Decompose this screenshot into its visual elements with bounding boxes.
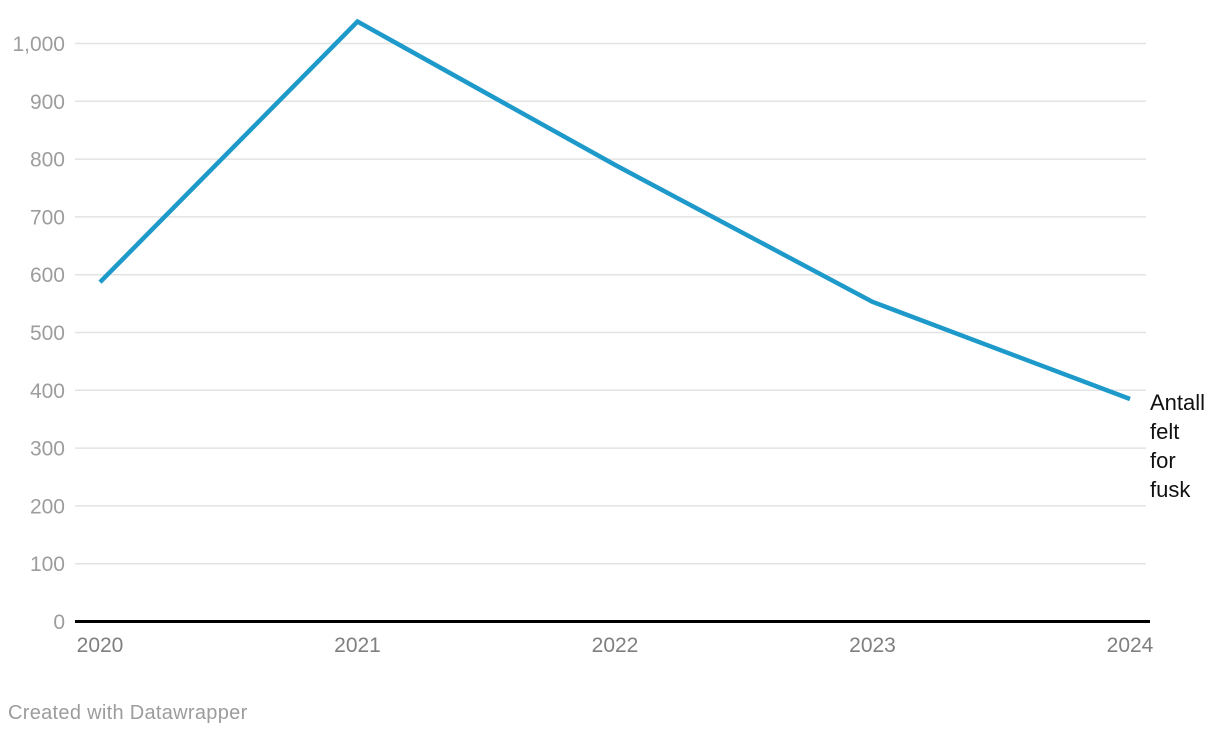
- y-tick-label: 500: [30, 322, 65, 345]
- x-tick-label: 2024: [1107, 634, 1154, 657]
- y-tick-label: 700: [30, 206, 65, 229]
- datawrapper-credit: Created with Datawrapper: [8, 702, 248, 724]
- y-tick-label: 300: [30, 438, 65, 461]
- y-tick-label: 0: [53, 611, 65, 634]
- x-tick-label: 2023: [849, 634, 896, 657]
- y-tick-label: 100: [30, 553, 65, 576]
- y-tick-label: 800: [30, 149, 65, 172]
- y-tick-label: 600: [30, 264, 65, 287]
- y-tick-label: 1,000: [12, 33, 65, 56]
- x-tick-label: 2021: [334, 634, 381, 657]
- y-tick-label: 200: [30, 495, 65, 518]
- data-line: [98, 18, 1131, 402]
- x-tick-label: 2020: [77, 634, 124, 657]
- x-tick-label: 2022: [592, 634, 639, 657]
- y-tick-label: 900: [30, 91, 65, 114]
- series-label: Antall felt for fusk: [1150, 390, 1206, 502]
- y-tick-label: 400: [30, 380, 65, 403]
